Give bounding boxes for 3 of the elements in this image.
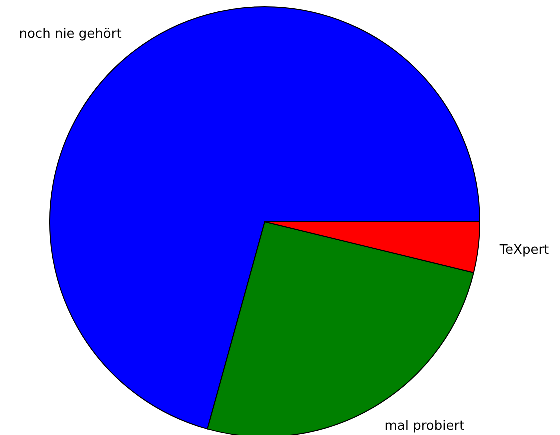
slice-label: noch nie gehört [19,26,122,42]
slice-label: TeXpert [498,243,550,258]
slice-label: mal probiert [384,418,465,434]
